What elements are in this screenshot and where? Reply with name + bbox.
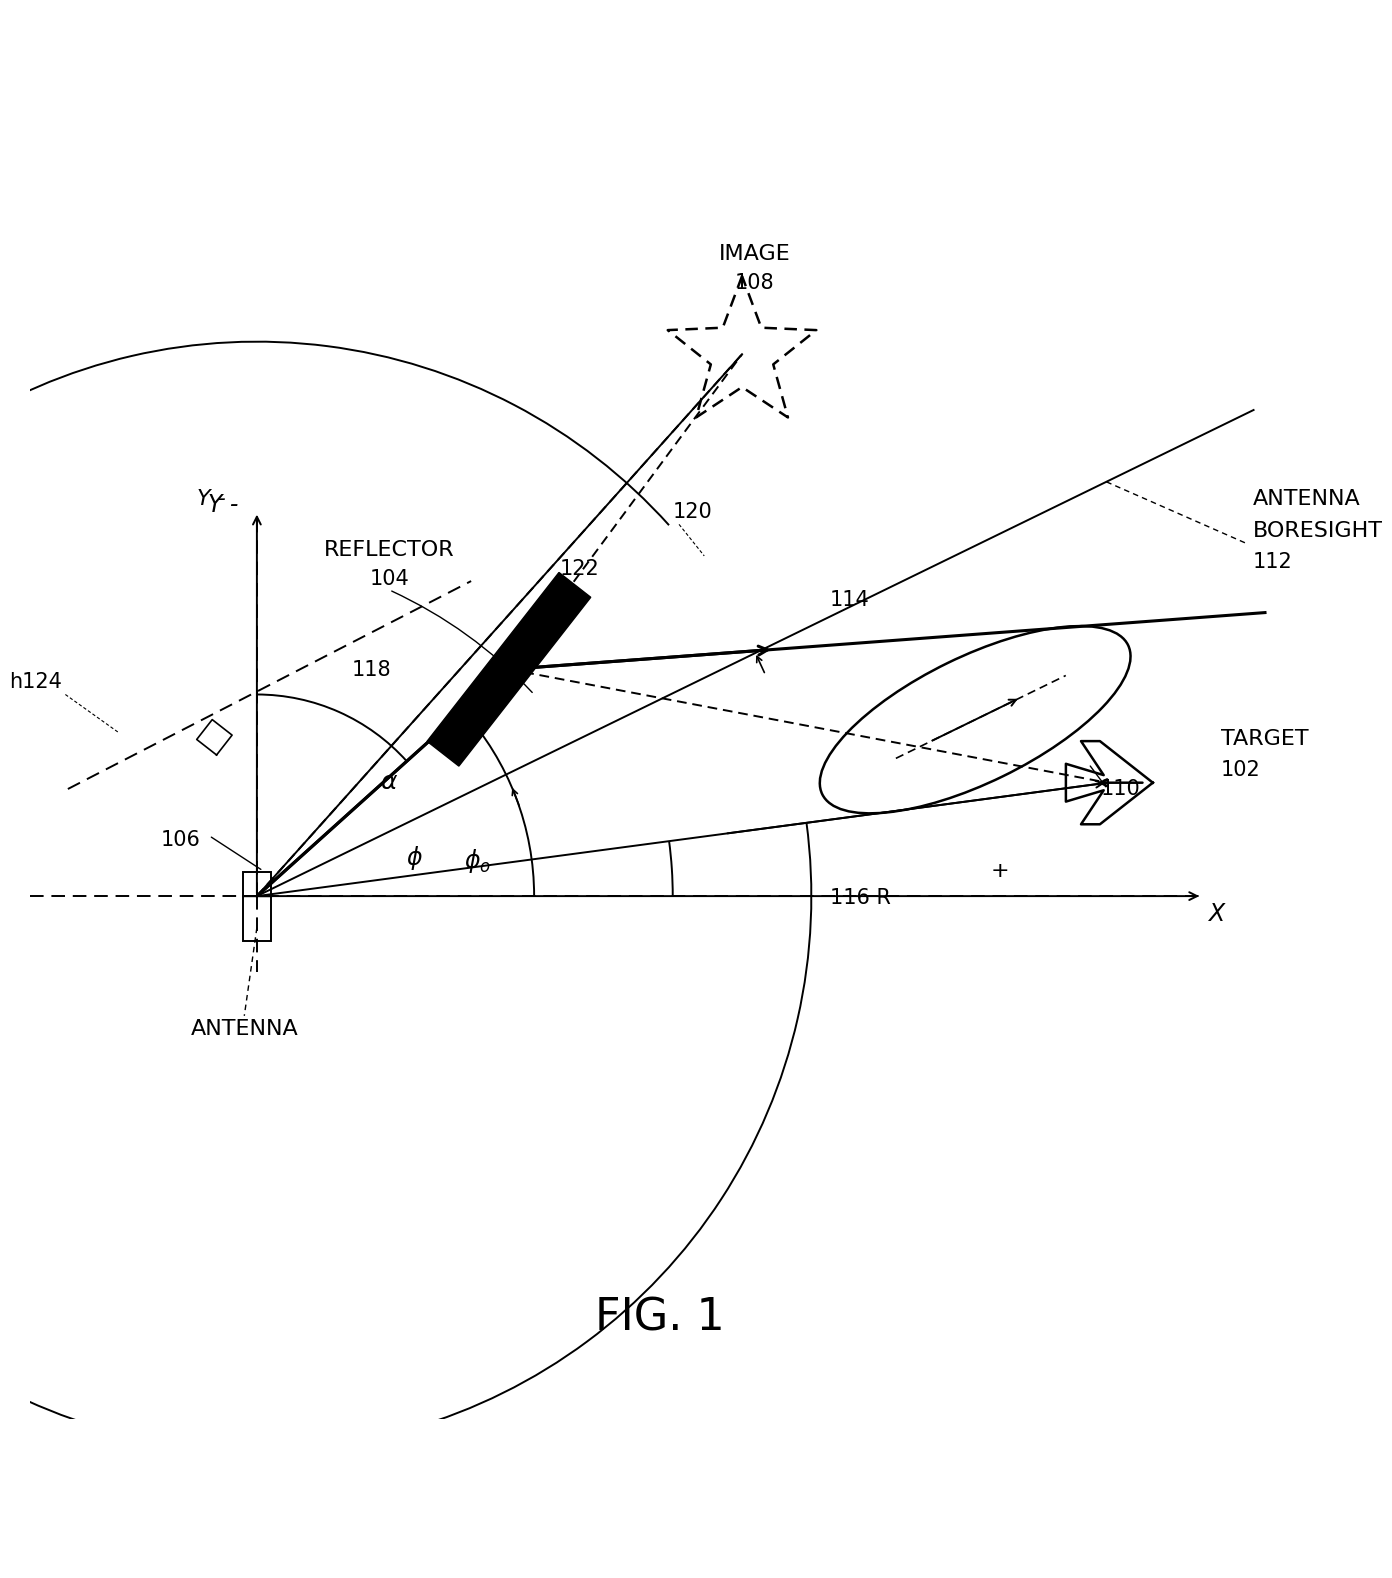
Text: ANTENNA: ANTENNA: [191, 1019, 298, 1038]
Text: $\phi$: $\phi$: [406, 844, 423, 871]
Text: BORESIGHT: BORESIGHT: [1253, 521, 1382, 541]
Text: TARGET: TARGET: [1221, 729, 1308, 750]
Text: 108: 108: [735, 273, 774, 294]
Text: 120: 120: [672, 502, 713, 522]
Polygon shape: [427, 573, 590, 765]
Bar: [244, 873, 271, 896]
Text: REFLECTOR: REFLECTOR: [324, 540, 455, 560]
Text: 110: 110: [1101, 780, 1141, 800]
Text: h124: h124: [8, 672, 61, 693]
Text: Y -: Y -: [196, 489, 226, 510]
Text: +: +: [991, 862, 1009, 881]
Text: $\alpha$: $\alpha$: [380, 770, 398, 794]
Text: X: X: [1208, 903, 1225, 926]
Text: 122: 122: [560, 559, 599, 579]
Text: 106: 106: [160, 830, 200, 849]
Text: 118: 118: [351, 660, 391, 680]
Text: IMAGE: IMAGE: [718, 243, 791, 264]
Text: Y -: Y -: [207, 494, 238, 518]
Text: FIG. 1: FIG. 1: [596, 1297, 725, 1340]
Text: 112: 112: [1253, 552, 1292, 573]
Text: $\phi_o$: $\phi_o$: [464, 847, 491, 876]
Text: 114: 114: [830, 590, 869, 611]
Text: 104: 104: [369, 568, 409, 589]
Text: 116 R: 116 R: [830, 888, 891, 907]
Text: ANTENNA: ANTENNA: [1253, 489, 1360, 510]
Text: 102: 102: [1221, 761, 1261, 781]
Bar: [244, 896, 271, 940]
